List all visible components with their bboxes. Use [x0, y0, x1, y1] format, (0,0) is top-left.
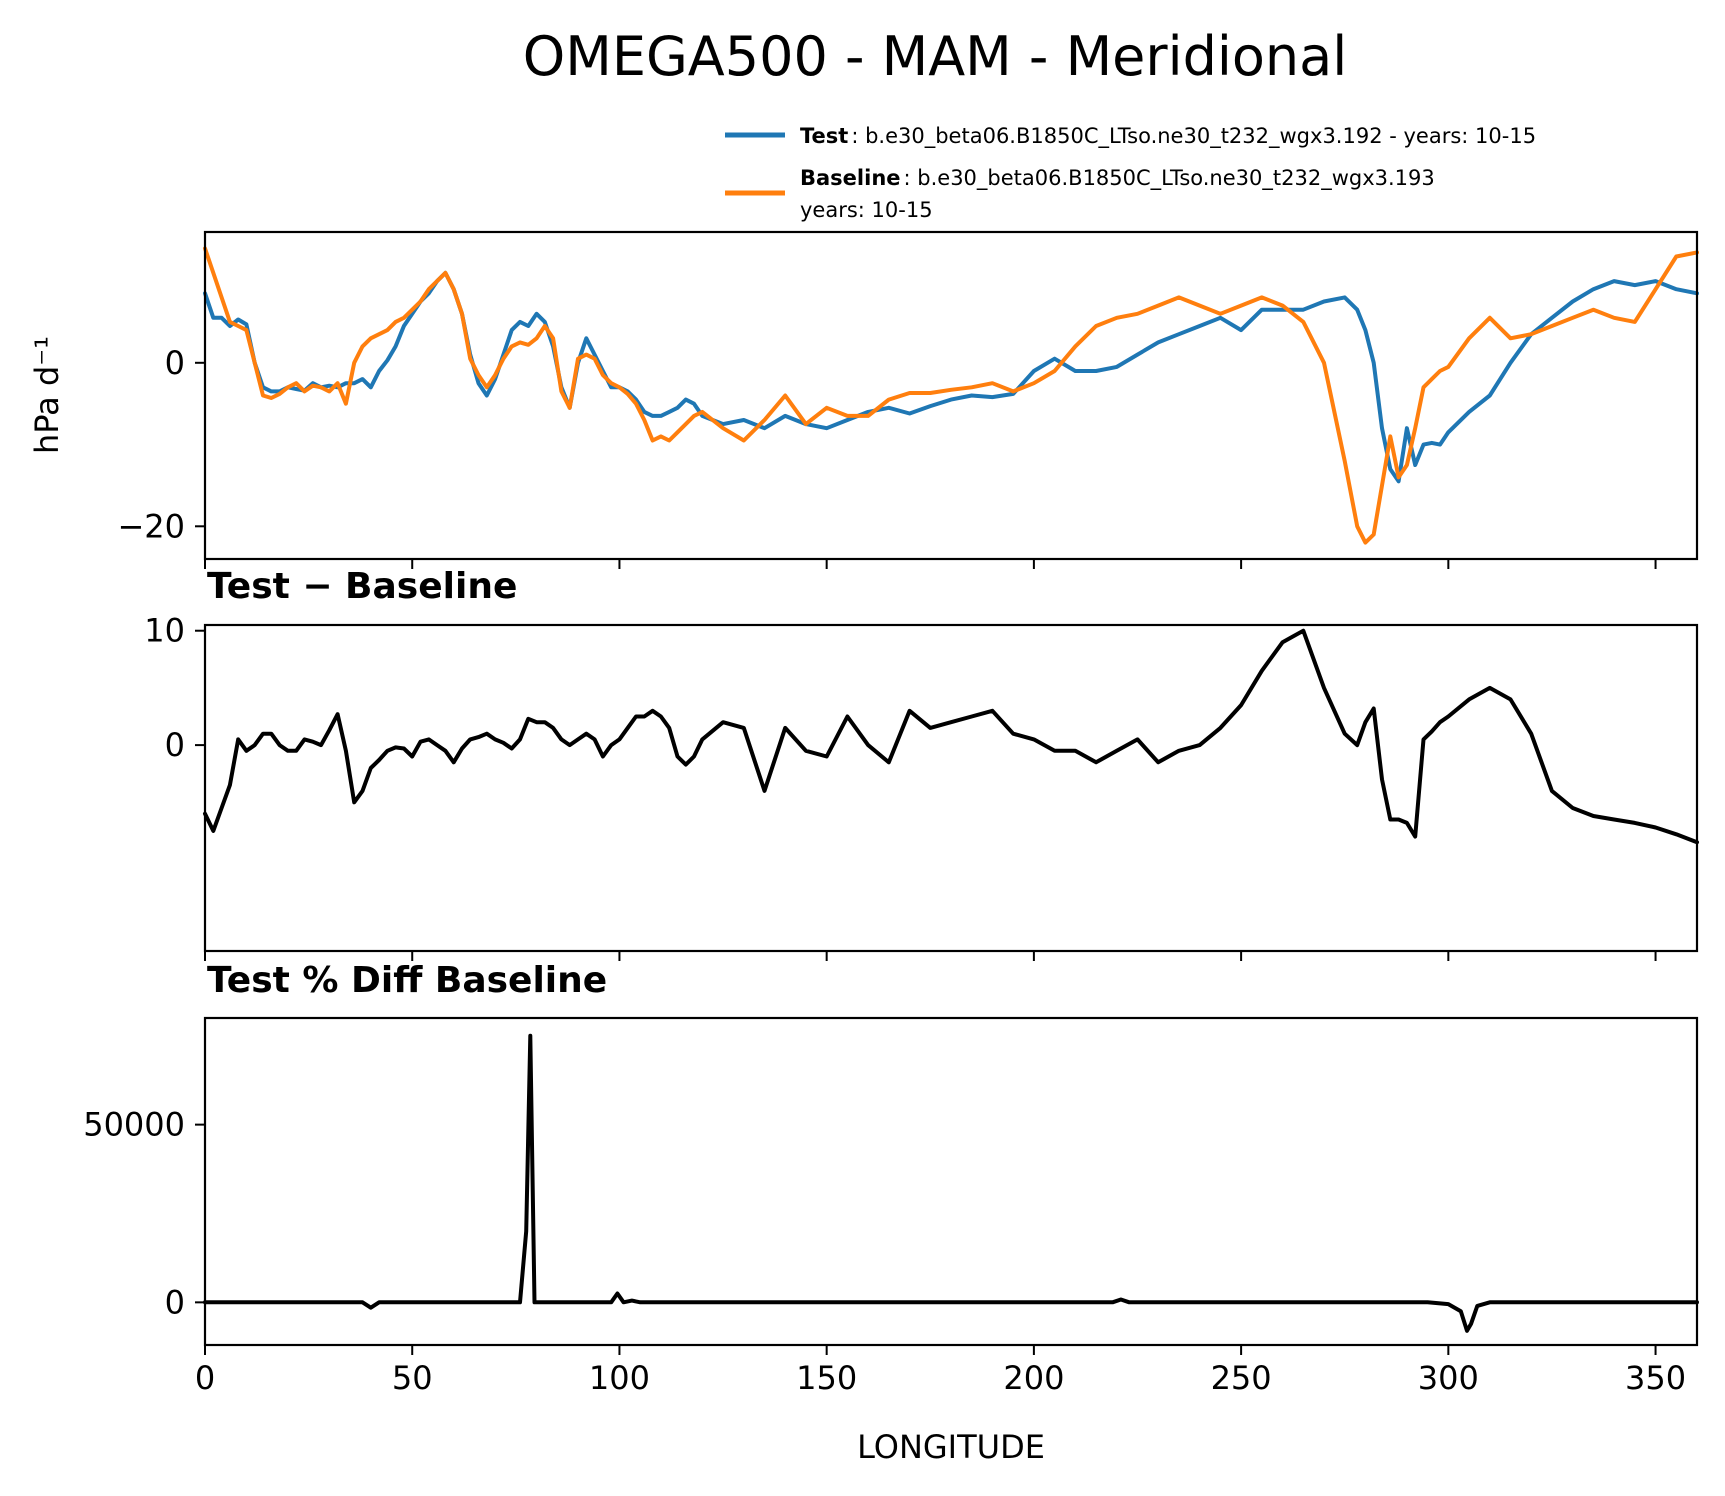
y-axis-label-top: hPa d⁻¹ [28, 336, 66, 454]
tick-marks-top [195, 361, 1657, 569]
legend-test-label: Test: b.e30_beta06.B1850C_LTso.ne30_t232… [800, 124, 1536, 149]
x-tick-label-bottom-6: 300 [1418, 1359, 1479, 1397]
x-tick-label-bottom-5: 250 [1211, 1359, 1272, 1397]
tick-marks-bottom [195, 1123, 1657, 1355]
panel-middle: Test − Baseline 0 10 [144, 566, 1699, 961]
x-tick-label-bottom-2: 100 [589, 1359, 650, 1397]
x-tick-label-bottom-1: 50 [392, 1359, 433, 1397]
y-tick-label-bottom-0: 0 [165, 1283, 185, 1321]
axes-frame-top [203, 230, 1699, 561]
axes-frame-bottom [203, 1016, 1699, 1347]
x-tick-label-bottom-4: 200 [1003, 1359, 1064, 1397]
panel-top: hPa d⁻¹ −20 0 [28, 230, 1699, 569]
y-tick-label-middle-1: 10 [144, 612, 185, 650]
legend-baseline-name: Baseline [800, 166, 901, 190]
chart-title: OMEGA500 - MAM - Meridional [523, 25, 1347, 88]
y-tick-label-top-0: −20 [117, 507, 185, 545]
legend-baseline-description-line2: years: 10-15 [800, 198, 933, 222]
axes-frame-middle [203, 623, 1699, 953]
tick-marks-middle [195, 629, 1657, 961]
series-line-baseline [203, 246, 1699, 545]
y-tick-label-middle-0: 0 [165, 726, 185, 764]
legend: Test: b.e30_beta06.B1850C_LTso.ne30_t232… [725, 124, 1536, 222]
panel-title-percent-diff: Test % Diff Baseline [207, 960, 607, 1001]
x-tick-label-bottom-3: 150 [796, 1359, 857, 1397]
series-line-test [203, 270, 1699, 484]
x-tick-label-bottom-7: 350 [1625, 1359, 1686, 1397]
x-tick-label-bottom-0: 0 [195, 1359, 215, 1397]
panel-bottom: Test % Diff Baseline 0 50 100 150 200 250 300 3… [83, 960, 1699, 1466]
series-line-difference [203, 628, 1699, 845]
y-tick-label-top-1: 0 [165, 344, 185, 382]
tick-labels-top: −20 0 [117, 344, 185, 546]
legend-baseline-description: : b.e30_beta06.B1850C_LTso.ne30_t232_wgx… [904, 166, 1435, 191]
legend-test-name: Test [800, 124, 848, 148]
series-line-percent-diff [203, 1033, 1699, 1333]
legend-baseline-label: Baseline: b.e30_beta06.B1850C_LTso.ne30_… [800, 166, 1435, 191]
y-tick-label-bottom-1: 50000 [83, 1106, 185, 1144]
tick-labels-bottom: 0 50 100 150 200 250 300 350 0 50000 [83, 1106, 1686, 1397]
panel-title-difference: Test − Baseline [207, 566, 517, 607]
x-axis-label: LONGITUDE [857, 1428, 1045, 1466]
legend-test-description: : b.e30_beta06.B1850C_LTso.ne30_t232_wgx… [851, 124, 1536, 149]
tick-labels-middle: 0 10 [144, 612, 185, 764]
